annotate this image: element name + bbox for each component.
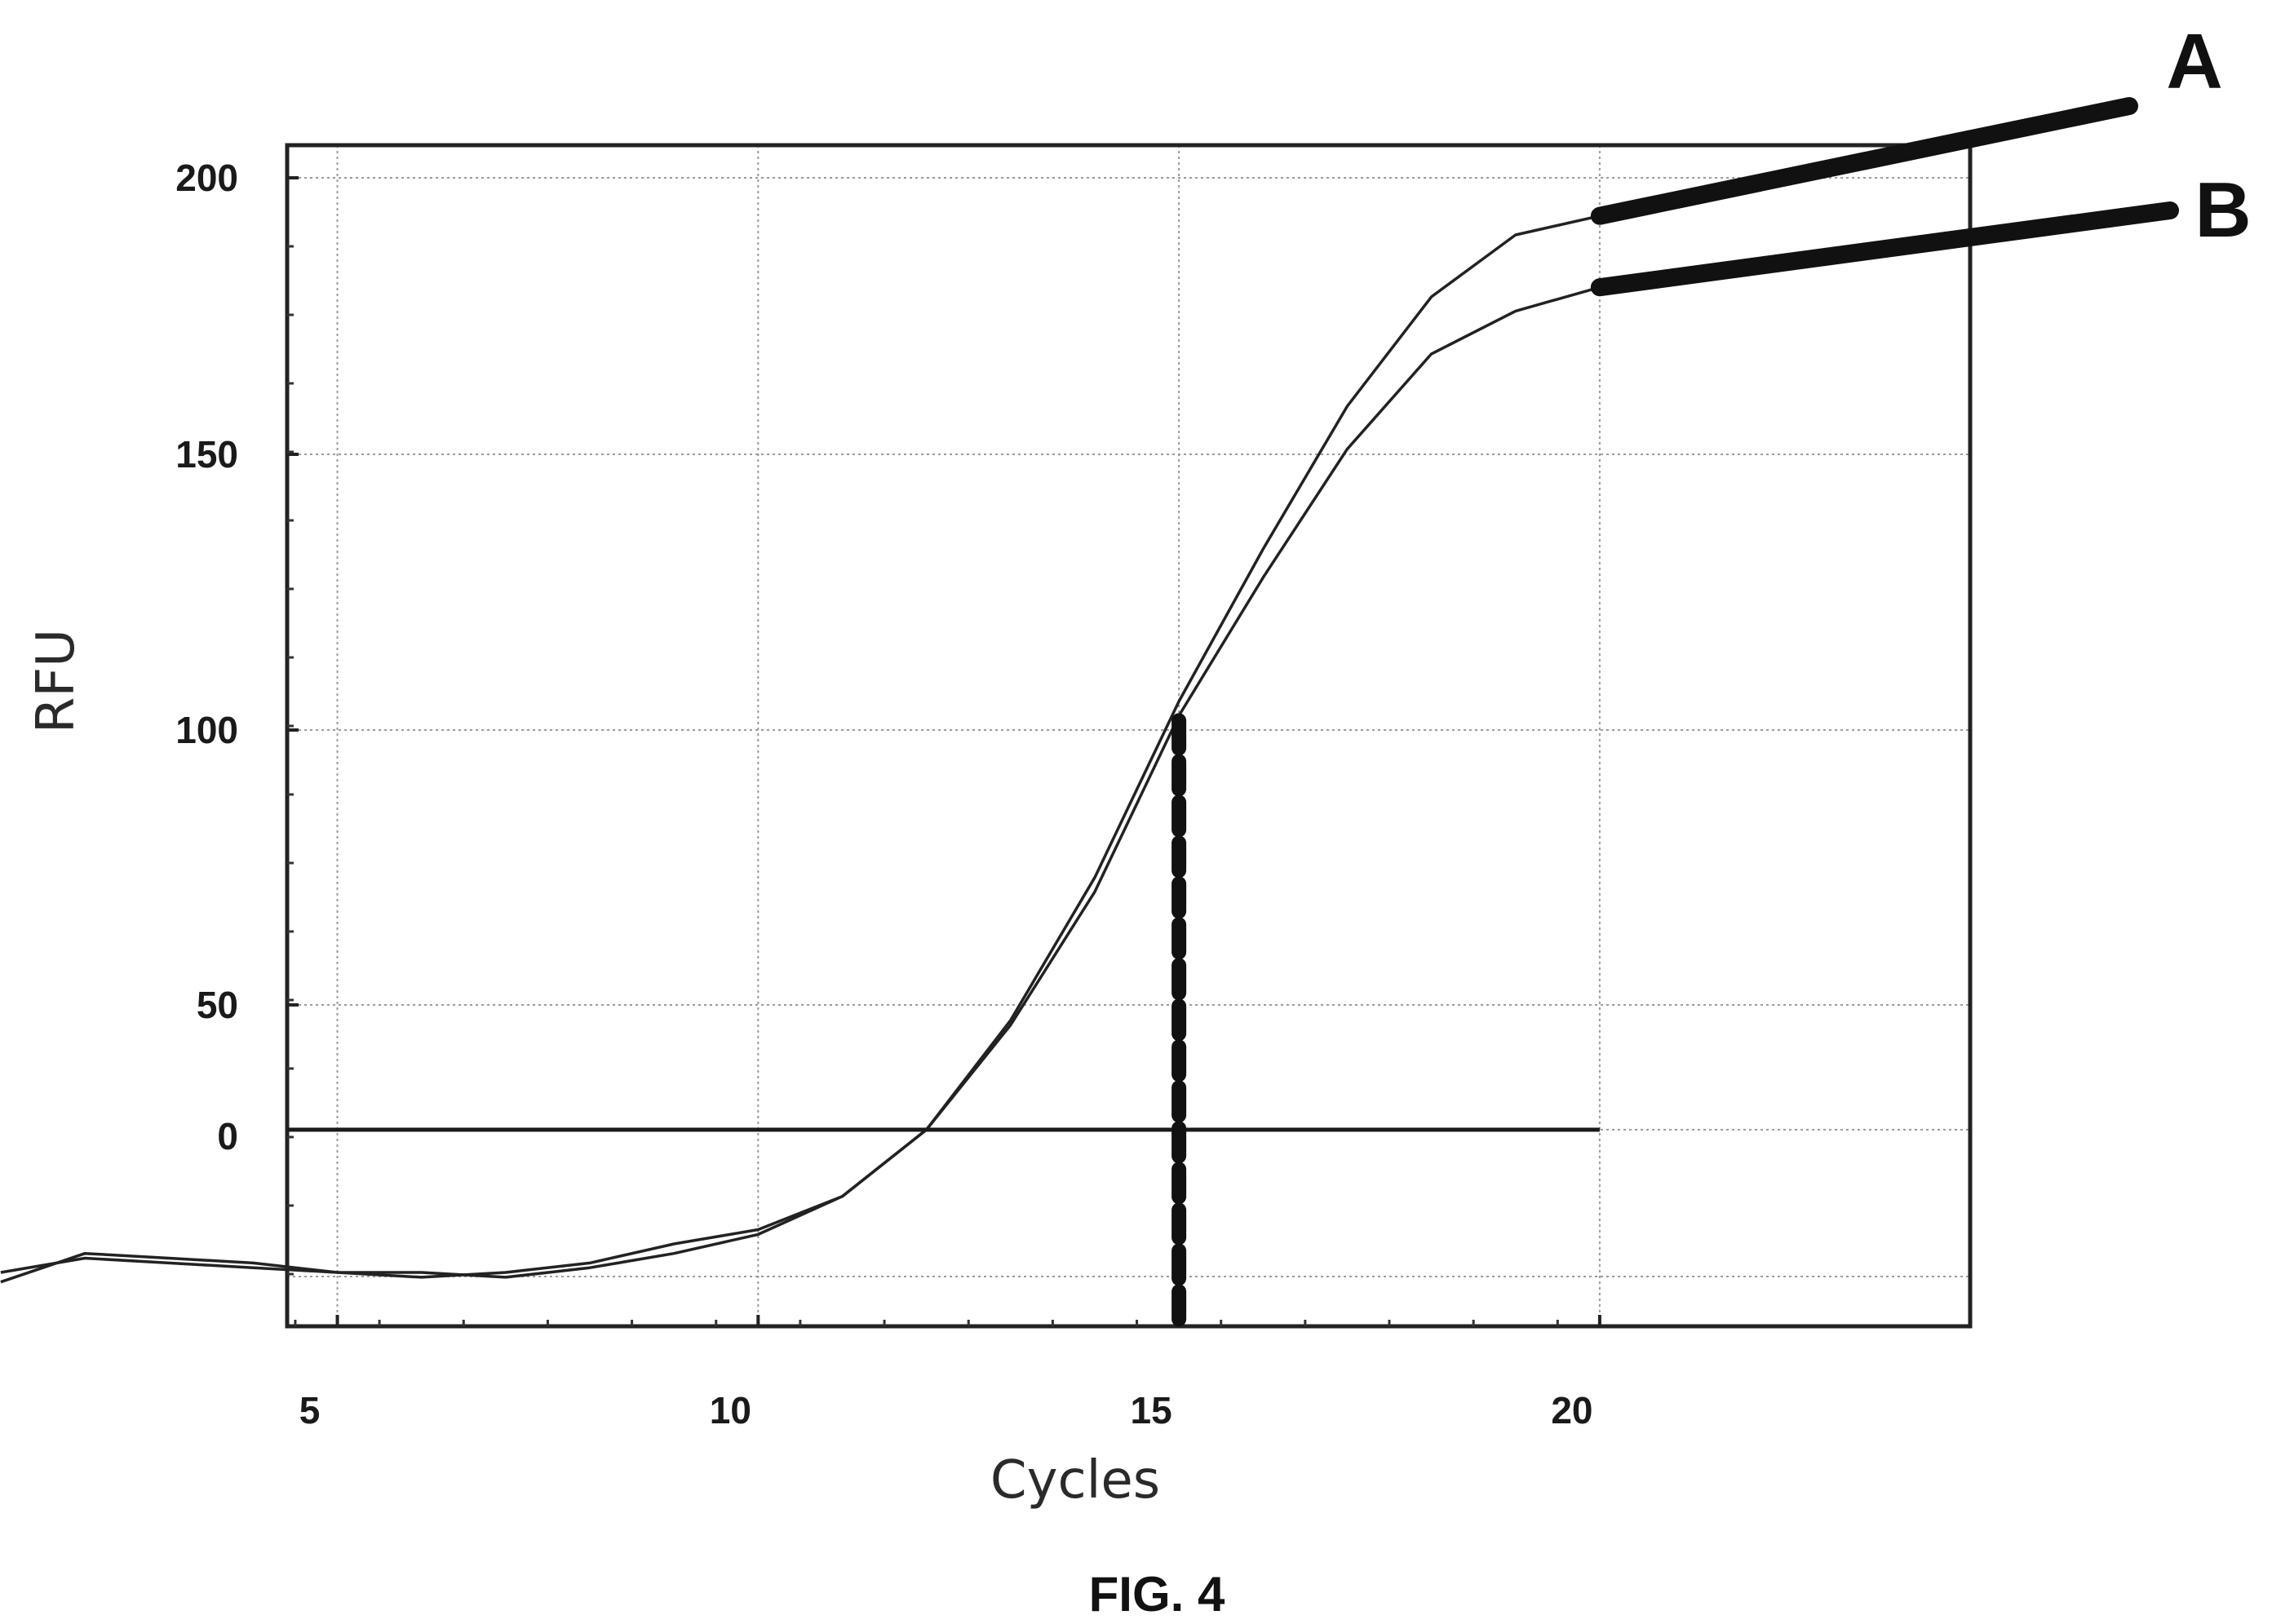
grid-lines	[287, 145, 1970, 1326]
y-tick-label: 200	[175, 157, 238, 199]
y-tick-label: 0	[217, 1115, 238, 1157]
figure-caption: FIG. 4	[1089, 1567, 1225, 1622]
callout-label-B: B	[2194, 166, 2251, 254]
data-series	[0, 214, 1601, 1284]
plot-frame	[285, 143, 1973, 1329]
callout-pointer-B	[1590, 201, 2179, 297]
x-tick-label: 10	[710, 1389, 751, 1432]
reference-lines	[287, 713, 1600, 1334]
y-axis-title: RFU	[26, 629, 86, 733]
series-line-B	[0, 285, 1601, 1279]
x-tick-label: 15	[1131, 1389, 1172, 1432]
series-line-A	[0, 214, 1601, 1284]
axis-ticks	[287, 176, 1601, 1326]
x-axis-title: Cycles	[990, 1450, 1160, 1511]
tick-labels: 5 10 15 20 200 150 100 50 0	[175, 157, 1592, 1432]
y-tick-label: 50	[197, 984, 238, 1026]
y-tick-label: 100	[175, 709, 238, 751]
series-callouts: AB	[1590, 18, 2252, 297]
x-tick-label: 20	[1551, 1389, 1592, 1432]
callout-label-A: A	[2166, 18, 2222, 105]
callout-pointer-A	[1590, 97, 2138, 225]
x-tick-label: 5	[299, 1389, 321, 1432]
y-tick-label: 150	[175, 433, 238, 476]
